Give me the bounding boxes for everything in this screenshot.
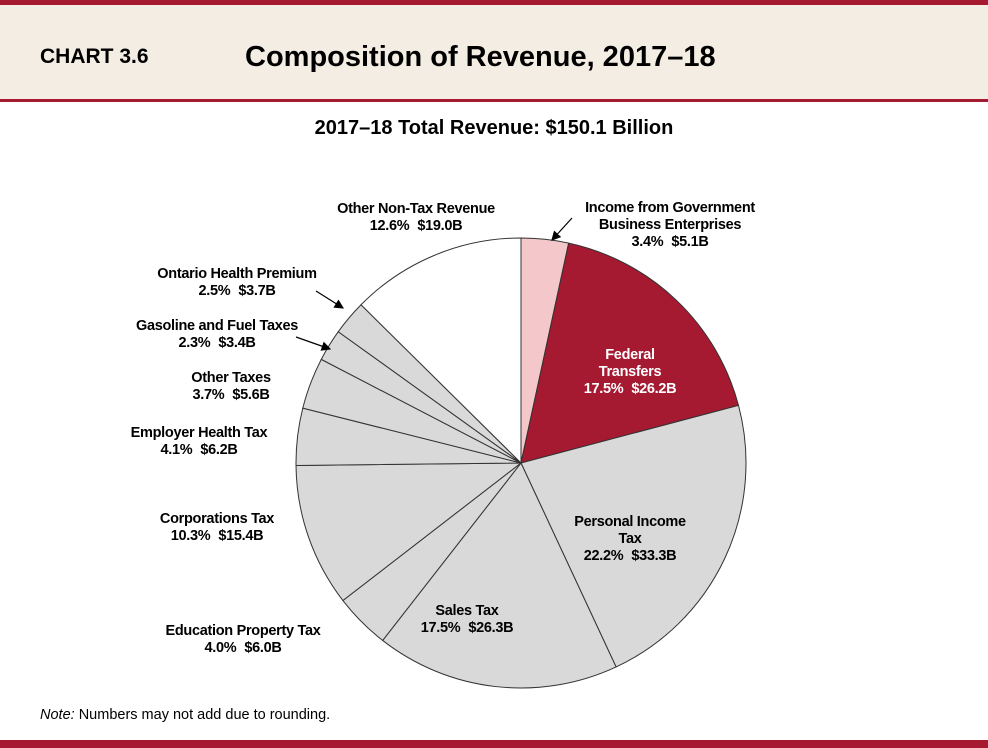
amount-label: $6.2B [200,442,238,458]
percent-label: 22.2% [583,548,624,564]
amount-label: $15.4B [218,528,264,544]
value-line: 2.5% $3.7B [137,283,337,300]
header-rule [0,99,988,102]
note-text: Numbers may not add due to rounding. [78,707,331,723]
amount-label: $26.2B [631,381,677,397]
slice-label: Other Taxes 3.7% $5.6B [166,370,296,404]
bottom-rule [0,740,988,748]
header-title: Composition of Revenue, 2017–18 [245,41,716,73]
percent-label: 10.3% [170,528,211,544]
top-rule [0,0,988,5]
percent-label: 4.0% [204,640,237,656]
percent-label: 3.4% [631,234,664,250]
category-name: Other Non-Tax Revenue [337,201,495,217]
note-label: Note: [40,707,75,723]
pie-slice [381,462,617,689]
slice-label: Sales Tax 17.5% $26.3B [382,603,552,637]
slice-label: Ontario Health Premium 2.5% $3.7B [137,266,337,300]
amount-label: $19.0B [417,218,463,234]
amount-label: $33.3B [631,548,677,564]
category-name: Sales Tax [435,603,499,619]
leader-arrow [551,217,573,241]
slice-label: Other Non-Tax Revenue 12.6% $19.0B [316,201,516,235]
category-name: Employer Health Tax [130,425,268,441]
percent-label: 4.1% [160,442,193,458]
amount-label: $26.3B [468,620,514,636]
percent-label: 3.7% [192,387,225,403]
slice-label: Federal Transfers 17.5% $26.2B [580,347,680,398]
percent-label: 17.5% [420,620,461,636]
chart-number: CHART 3.6 [40,45,149,68]
value-line: 22.2% $33.3B [570,548,690,565]
slice-label: Education Property Tax 4.0% $6.0B [148,623,338,657]
value-line: 10.3% $15.4B [142,528,292,545]
leader-arrow [295,336,332,351]
category-name: Education Property Tax [165,623,321,639]
amount-label: $5.1B [671,234,709,250]
slice-label: Employer Health Tax 4.1% $6.2B [114,425,284,459]
category-name: Corporations Tax [159,511,275,527]
pie-slice [360,237,522,465]
pie-slice [295,462,523,602]
value-line: 4.0% $6.0B [148,640,338,657]
percent-label: 2.5% [198,283,231,299]
pie-slice [520,242,740,464]
amount-label: $5.6B [232,387,270,403]
category-name: Federal Transfers [598,347,662,380]
pie [295,237,747,689]
category-name: Ontario Health Premium [157,266,317,282]
slice-label: Gasoline and Fuel Taxes 2.3% $3.4B [117,318,317,352]
slice-label: Personal Income Tax 22.2% $33.3B [570,514,690,565]
header: CHART 3.6 Composition of Revenue, 2017–1… [0,5,988,99]
slice-label: Income from Government Business Enterpri… [565,200,775,251]
percent-label: 2.3% [178,335,211,351]
chart-title: 2017–18 Total Revenue: $150.1 Billion [314,117,674,139]
category-name: Other Taxes [191,370,271,386]
category-name: Gasoline and Fuel Taxes [135,318,299,334]
value-line: 3.7% $5.6B [166,387,296,404]
slice-label: Corporations Tax 10.3% $15.4B [142,511,292,545]
amount-label: $6.0B [244,640,282,656]
amount-label: $3.4B [218,335,256,351]
category-name: Income from Government Business Enterpri… [585,200,755,233]
percent-label: 17.5% [583,381,624,397]
pie-slice [520,404,747,668]
percent-label: 12.6% [369,218,410,234]
value-line: 12.6% $19.0B [316,218,516,235]
note: Note: Numbers may not add due to roundin… [40,707,330,723]
leader-arrow [315,290,345,309]
value-line: 3.4% $5.1B [565,234,775,251]
value-line: 17.5% $26.3B [382,620,552,637]
category-name: Personal Income Tax [574,514,686,547]
amount-label: $3.7B [238,283,276,299]
value-line: 2.3% $3.4B [117,335,317,352]
value-line: 4.1% $6.2B [114,442,284,459]
value-line: 17.5% $26.2B [580,381,680,398]
